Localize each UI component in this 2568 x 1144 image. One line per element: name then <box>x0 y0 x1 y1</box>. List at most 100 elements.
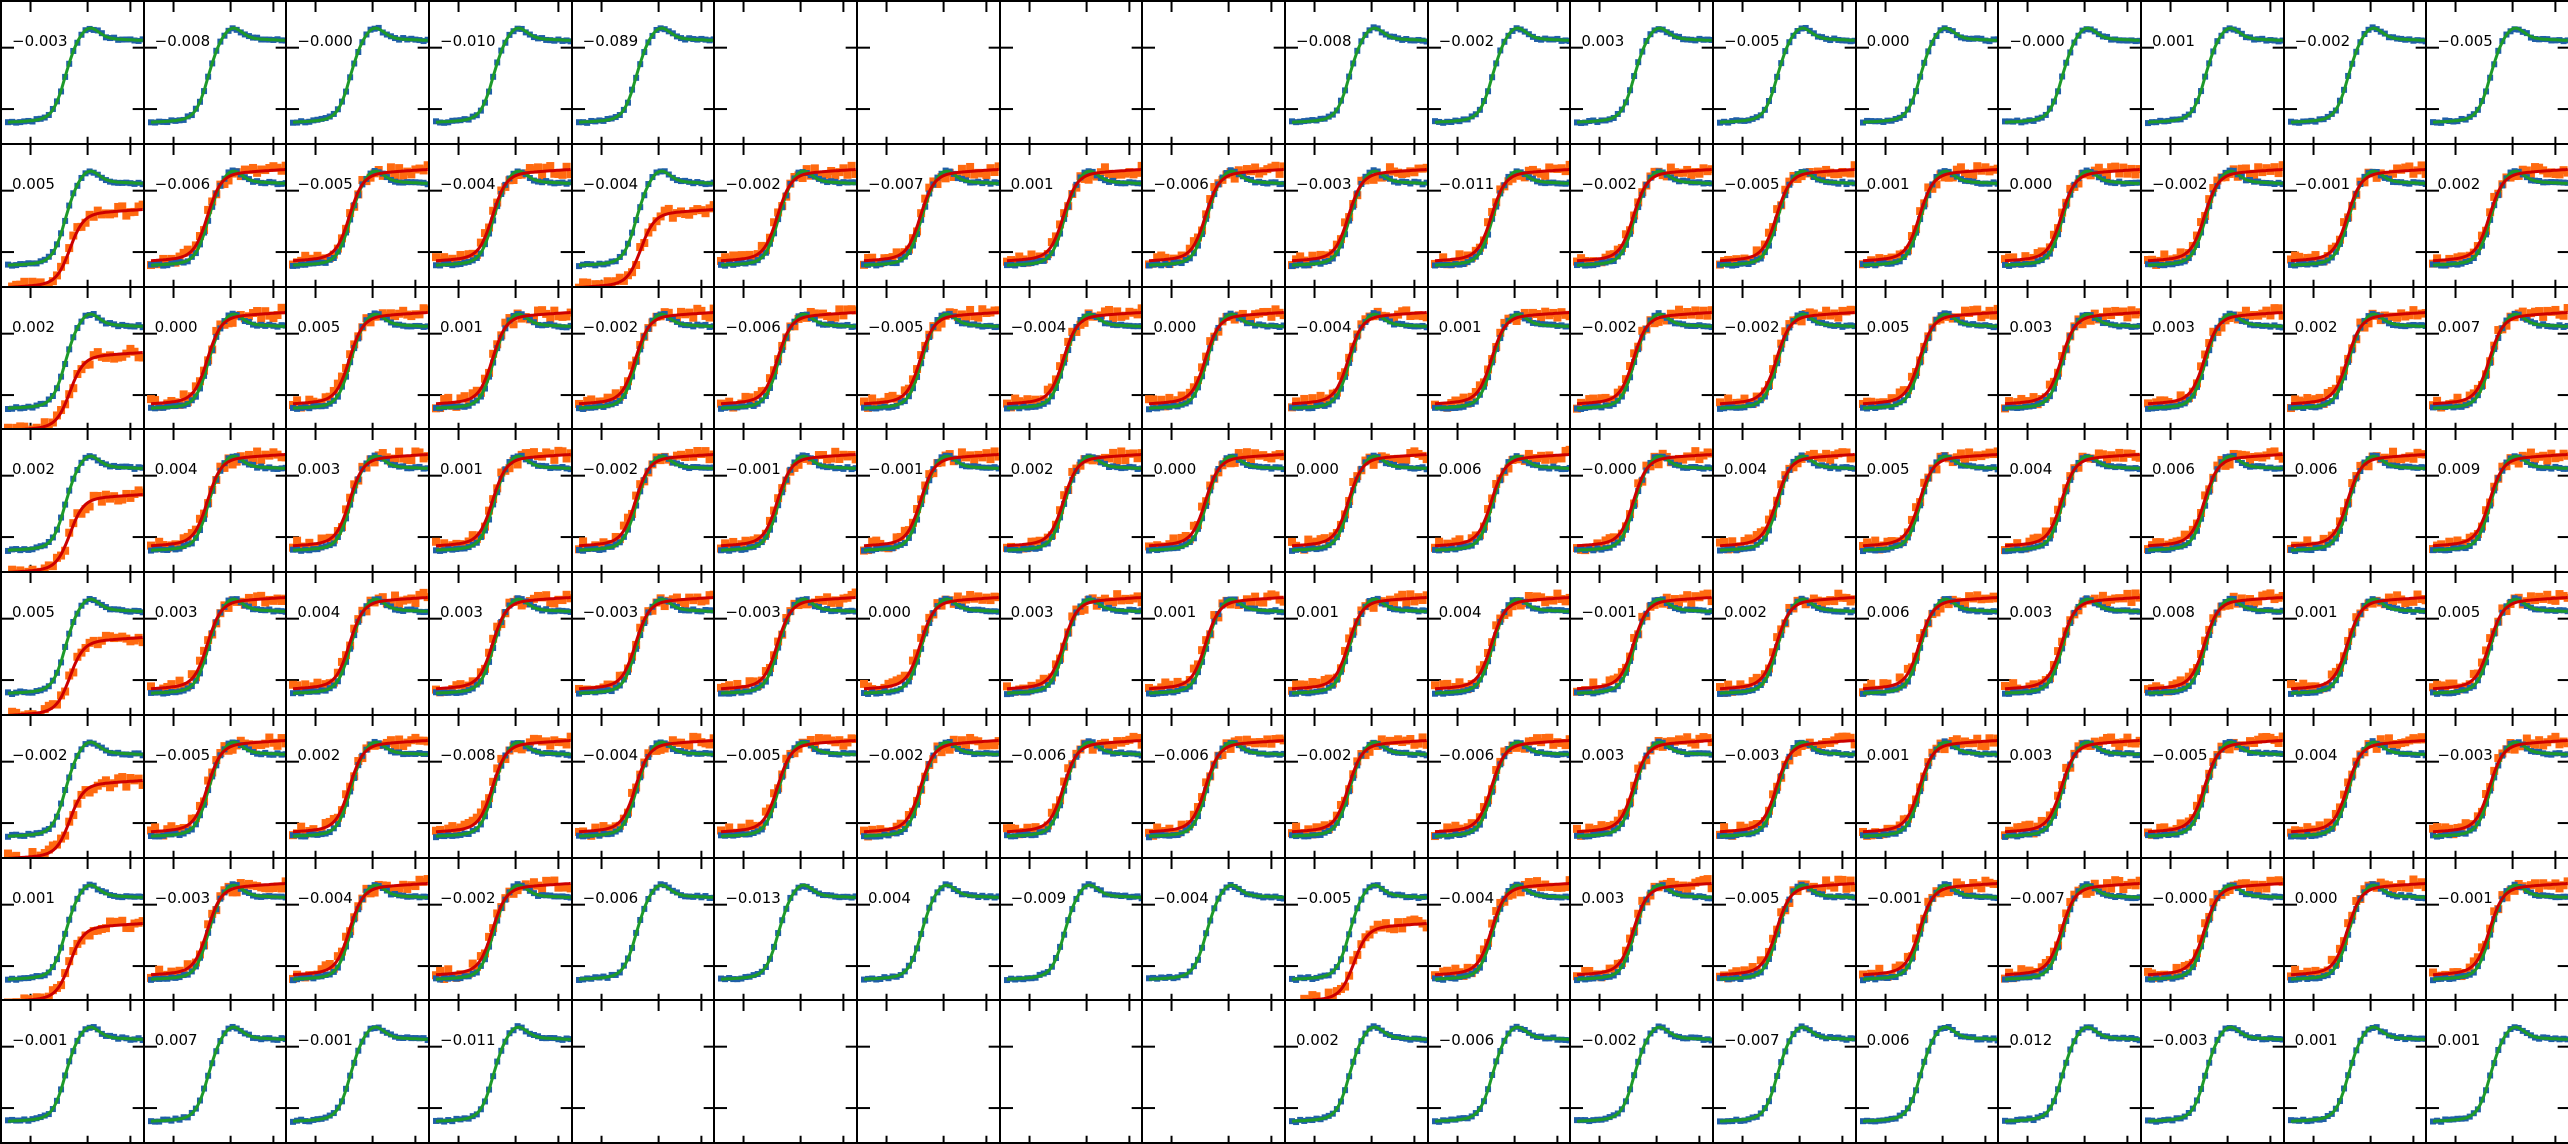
panel-value-label: 0.007 <box>2437 318 2480 336</box>
panel-r5-c2: 0.002 <box>285 714 430 859</box>
panel-r7-c7 <box>999 999 1144 1144</box>
measured-points <box>4 200 145 287</box>
panel-value-label: 0.003 <box>297 460 340 478</box>
panel-plot <box>2 859 145 1002</box>
panel-value-label: −0.005 <box>2152 746 2208 764</box>
panel-value-label: 0.002 <box>1724 603 1767 621</box>
panel-value-label: 0.008 <box>2152 603 2195 621</box>
panel-plot <box>2285 573 2428 716</box>
panel-r6-c0: 0.001 <box>0 857 145 1002</box>
panel-r0-c8 <box>1141 0 1286 145</box>
panel-value-label: −0.002 <box>12 746 68 764</box>
panel-plot <box>1143 2 1286 145</box>
panel-r1-c10: −0.011 <box>1427 143 1572 288</box>
panel-r1-c16: −0.001 <box>2283 143 2428 288</box>
panel-plot <box>2 288 145 431</box>
panel-value-label: −0.002 <box>583 318 639 336</box>
panel-r3-c8: 0.000 <box>1141 428 1286 573</box>
panel-plot <box>1286 716 1429 859</box>
panel-value-label: −0.006 <box>725 318 781 336</box>
panel-r2-c5: −0.006 <box>713 286 858 431</box>
panel-plot <box>1286 288 1429 431</box>
panel-plot <box>2 2 145 145</box>
panel-plot <box>1714 430 1857 573</box>
panel-plot <box>145 1001 288 1144</box>
panel-plot <box>1286 430 1429 573</box>
panel-r1-c12: −0.005 <box>1712 143 1857 288</box>
panel-value-label: −0.002 <box>583 460 639 478</box>
panel-plot <box>1571 145 1714 288</box>
panel-plot <box>1571 2 1714 145</box>
panel-r3-c0: 0.002 <box>0 428 145 573</box>
panel-r5-c14: 0.003 <box>1997 714 2142 859</box>
panel-plot <box>287 430 430 573</box>
panel-plot <box>715 859 858 1002</box>
panel-value-label: 0.002 <box>12 460 55 478</box>
panel-plot <box>2285 145 2428 288</box>
panel-r5-c4: −0.004 <box>571 714 716 859</box>
panel-plot <box>1143 288 1286 431</box>
panel-r2-c3: 0.001 <box>428 286 573 431</box>
panel-value-label: −0.007 <box>2009 889 2065 907</box>
panel-plot <box>1143 145 1286 288</box>
panel-value-label: −0.001 <box>1581 603 1637 621</box>
panel-r1-c13: 0.001 <box>1855 143 2000 288</box>
panel-r2-c13: 0.005 <box>1855 286 2000 431</box>
panel-r4-c9: 0.001 <box>1284 571 1429 716</box>
panel-r7-c15: −0.003 <box>2140 999 2285 1144</box>
panel-value-label: 0.001 <box>2437 1031 2480 1049</box>
panel-r6-c12: −0.005 <box>1712 857 1857 1002</box>
panel-plot <box>573 288 716 431</box>
panel-r7-c8 <box>1141 999 1286 1144</box>
panel-r3-c3: 0.001 <box>428 428 573 573</box>
panel-r7-c0: −0.001 <box>0 999 145 1144</box>
panel-r5-c9: −0.002 <box>1284 714 1429 859</box>
panel-plot <box>2285 2 2428 145</box>
panel-r1-c3: −0.004 <box>428 143 573 288</box>
panel-r3-c7: 0.002 <box>999 428 1144 573</box>
panel-r1-c11: −0.002 <box>1569 143 1714 288</box>
panel-r1-c9: −0.003 <box>1284 143 1429 288</box>
panel-plot <box>1714 288 1857 431</box>
panel-r7-c2: −0.001 <box>285 999 430 1144</box>
measured-fit-line <box>8 495 143 573</box>
panel-value-label: 0.007 <box>155 1031 198 1049</box>
panel-value-label: −0.003 <box>1724 746 1780 764</box>
panel-r7-c17: 0.001 <box>2425 999 2568 1144</box>
panel-plot <box>858 859 1001 1002</box>
panel-value-label: 0.004 <box>1439 603 1482 621</box>
panel-plot <box>2 1001 145 1144</box>
panel-r1-c15: −0.002 <box>2140 143 2285 288</box>
panel-value-label: −0.004 <box>583 746 639 764</box>
measured-fit-line <box>8 209 143 287</box>
panel-plot <box>1999 716 2142 859</box>
panel-value-label: −0.006 <box>1153 175 1209 193</box>
panel-plot <box>1001 1001 1144 1144</box>
panel-value-label: −0.004 <box>297 889 353 907</box>
panel-value-label: −0.004 <box>1153 889 1209 907</box>
panel-value-label: 0.006 <box>1867 603 1910 621</box>
panel-value-label: 0.004 <box>868 889 911 907</box>
panel-r0-c14: −0.000 <box>1997 0 2142 145</box>
panel-ticks <box>715 1001 858 1144</box>
panel-plot <box>1286 145 1429 288</box>
panel-value-label: 0.003 <box>1581 889 1624 907</box>
panel-r6-c4: −0.006 <box>571 857 716 1002</box>
panel-r0-c10: −0.002 <box>1427 0 1572 145</box>
panel-r1-c7: 0.001 <box>999 143 1144 288</box>
panel-value-label: −0.002 <box>725 175 781 193</box>
panel-r5-c12: −0.003 <box>1712 714 1857 859</box>
panel-r6-c1: −0.003 <box>143 857 288 1002</box>
panel-value-label: 0.001 <box>1439 318 1482 336</box>
panel-plot <box>2427 1001 2568 1144</box>
panel-plot <box>858 716 1001 859</box>
panel-value-label: −0.008 <box>1296 32 1352 50</box>
panel-plot <box>430 2 573 145</box>
panel-plot <box>1571 1001 1714 1144</box>
panel-value-label: 0.005 <box>2437 603 2480 621</box>
panel-value-label: 0.000 <box>2009 175 2052 193</box>
measured-points <box>4 773 145 859</box>
panel-value-label: −0.005 <box>725 746 781 764</box>
panel-ticks <box>1143 2 1286 145</box>
